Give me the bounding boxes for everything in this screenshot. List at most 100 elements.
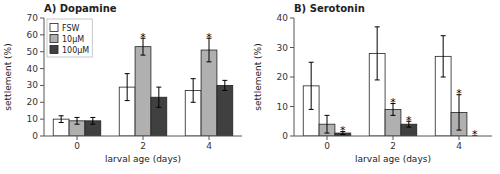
y-tick bbox=[40, 18, 44, 19]
error-cap bbox=[325, 133, 330, 134]
x-tick-label: 0 bbox=[324, 141, 330, 151]
y-tick-label: 70 bbox=[27, 13, 39, 23]
error-cap bbox=[325, 115, 330, 116]
error-line bbox=[377, 27, 378, 80]
error-line bbox=[127, 74, 128, 101]
error-line bbox=[158, 87, 159, 107]
error-bar bbox=[59, 116, 64, 123]
x-axis bbox=[44, 136, 242, 137]
y-tick bbox=[40, 68, 44, 69]
marks bbox=[303, 27, 477, 136]
y-tick bbox=[290, 77, 294, 78]
x-tick-label: 2 bbox=[390, 141, 396, 151]
error-cap bbox=[207, 61, 212, 62]
significance-star: * bbox=[406, 114, 412, 127]
significance-star: * bbox=[472, 128, 478, 141]
error-line bbox=[443, 36, 444, 77]
error-cap bbox=[90, 124, 95, 125]
title: B) Serotonin bbox=[294, 3, 365, 14]
error-cap bbox=[191, 78, 196, 79]
bar bbox=[217, 85, 233, 136]
y-tick-label: 10 bbox=[27, 114, 39, 124]
x-tick-label: 0 bbox=[74, 141, 80, 151]
x-tick bbox=[327, 136, 328, 140]
error-cap bbox=[156, 107, 161, 108]
figure: 010203040506070024**A) Dopaminelarval ag… bbox=[0, 0, 500, 174]
error-cap bbox=[441, 77, 446, 78]
error-cap bbox=[309, 109, 314, 110]
error-bar bbox=[325, 115, 330, 133]
y-tick-label: 60 bbox=[27, 30, 39, 40]
y-tick bbox=[290, 47, 294, 48]
error-cap bbox=[59, 115, 64, 116]
error-bar bbox=[309, 62, 314, 109]
error-cap bbox=[391, 115, 396, 116]
y-tick-label: 20 bbox=[27, 97, 39, 107]
error-cap bbox=[156, 87, 161, 88]
x-tick bbox=[393, 136, 394, 140]
title: A) Dopamine bbox=[44, 3, 117, 14]
y-tick bbox=[290, 136, 294, 137]
y-tick bbox=[40, 85, 44, 86]
error-cap bbox=[457, 130, 462, 131]
x-tick-label: 4 bbox=[206, 141, 212, 151]
significance-star: * bbox=[140, 31, 146, 44]
y-tick bbox=[40, 119, 44, 120]
error-bar bbox=[156, 87, 161, 107]
x-axis bbox=[294, 136, 492, 137]
error-cap bbox=[75, 117, 80, 118]
marks bbox=[53, 38, 233, 136]
legend: FSW10μM100μM bbox=[47, 19, 92, 57]
error-bar bbox=[125, 74, 130, 101]
error-cap bbox=[441, 35, 446, 36]
y-tick-label: 30 bbox=[277, 43, 289, 53]
panel: 010203040024*****B) Serotoninlarval age … bbox=[253, 3, 492, 164]
error-line bbox=[224, 80, 225, 90]
panel: 010203040506070024**A) Dopaminelarval ag… bbox=[3, 3, 242, 164]
error-cap bbox=[222, 80, 227, 81]
y-axis bbox=[44, 18, 45, 136]
error-cap bbox=[309, 62, 314, 63]
legend-label: 10μM bbox=[62, 35, 84, 44]
x-tick bbox=[77, 136, 78, 140]
y-tick bbox=[40, 51, 44, 52]
legend-swatch bbox=[50, 46, 58, 54]
error-cap bbox=[125, 73, 130, 74]
x-tick-label: 2 bbox=[140, 141, 146, 151]
error-cap bbox=[59, 122, 64, 123]
error-line bbox=[311, 62, 312, 109]
error-line bbox=[77, 117, 78, 124]
error-bar bbox=[191, 79, 196, 103]
y-tick-label: 40 bbox=[277, 13, 289, 23]
error-line bbox=[327, 115, 328, 133]
y-tick-label: 30 bbox=[27, 80, 39, 90]
significance-star: * bbox=[456, 87, 462, 100]
legend-swatch bbox=[50, 24, 58, 32]
error-bar bbox=[222, 80, 227, 90]
y-tick bbox=[290, 106, 294, 107]
x-label: larval age (days) bbox=[355, 154, 431, 164]
significance-star: * bbox=[206, 31, 212, 44]
y-tick bbox=[40, 34, 44, 35]
error-cap bbox=[141, 55, 146, 56]
legend-label: FSW bbox=[62, 24, 80, 33]
y-tick-label: 0 bbox=[32, 131, 38, 141]
y-tick-label: 40 bbox=[27, 64, 39, 74]
bar bbox=[201, 50, 217, 136]
error-line bbox=[92, 117, 93, 124]
error-cap bbox=[125, 100, 130, 101]
y-tick-label: 50 bbox=[27, 47, 39, 57]
x-tick-label: 4 bbox=[456, 141, 462, 151]
error-bar bbox=[375, 27, 380, 80]
y-tick bbox=[40, 136, 44, 137]
y-tick-label: 0 bbox=[282, 131, 288, 141]
error-cap bbox=[375, 79, 380, 80]
error-bar bbox=[75, 117, 80, 124]
y-axis bbox=[294, 18, 295, 136]
y-tick bbox=[40, 102, 44, 103]
y-tick-label: 10 bbox=[277, 102, 289, 112]
error-bar bbox=[441, 36, 446, 77]
significance-star: * bbox=[390, 96, 396, 109]
error-cap bbox=[222, 90, 227, 91]
significance-star: * bbox=[340, 124, 346, 137]
